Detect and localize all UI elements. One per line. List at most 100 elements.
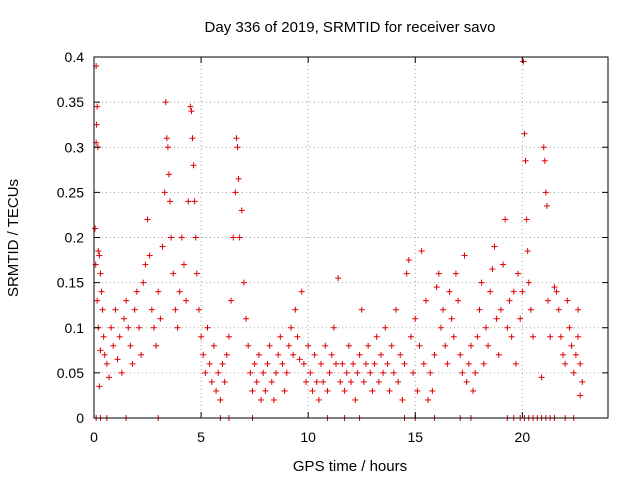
data-point (371, 360, 378, 367)
y-tick-label: 0 (76, 410, 84, 426)
data-point (313, 378, 320, 385)
data-point (99, 306, 106, 313)
data-point (270, 396, 277, 403)
data-point (384, 360, 391, 367)
data-point (455, 297, 462, 304)
data-point (562, 360, 569, 367)
data-point (425, 396, 432, 403)
data-point (545, 297, 552, 304)
data-point (429, 387, 436, 394)
data-point (189, 135, 196, 142)
data-point (478, 279, 485, 286)
data-point (435, 270, 442, 277)
data-point (543, 202, 550, 209)
data-point (93, 121, 100, 128)
data-point (100, 333, 107, 340)
data-point (407, 333, 414, 340)
data-point (525, 279, 532, 286)
data-point (260, 369, 267, 376)
data-point (94, 103, 101, 110)
data-point (146, 252, 153, 259)
data-point (277, 333, 284, 340)
data-point (180, 261, 187, 268)
data-point (433, 284, 440, 291)
data-point (551, 284, 558, 291)
data-point (401, 360, 408, 367)
data-point (213, 387, 220, 394)
data-point (164, 144, 171, 151)
data-point (172, 306, 179, 313)
data-point (185, 198, 192, 205)
data-point (120, 315, 127, 322)
data-point (105, 374, 112, 381)
data-point (577, 392, 584, 399)
data-point (575, 306, 582, 313)
data-points (92, 58, 586, 421)
data-point (183, 297, 190, 304)
data-point (358, 306, 365, 313)
data-point (570, 369, 577, 376)
data-point (97, 347, 104, 354)
data-point (350, 360, 357, 367)
data-point (491, 243, 498, 250)
data-point (538, 374, 545, 381)
data-point (97, 270, 104, 277)
y-tick-label: 0.2 (65, 230, 85, 246)
data-point (459, 369, 466, 376)
data-point (489, 266, 496, 273)
data-point (234, 144, 241, 151)
data-point (542, 189, 549, 196)
data-point (318, 360, 325, 367)
data-point (527, 306, 534, 313)
data-point (557, 333, 564, 340)
data-point (240, 279, 247, 286)
data-point (495, 351, 502, 358)
data-point (422, 297, 429, 304)
data-point (138, 351, 145, 358)
data-point (418, 248, 425, 255)
data-point (232, 189, 239, 196)
data-point (215, 369, 222, 376)
data-point (192, 234, 199, 241)
data-point (403, 270, 410, 277)
y-tick-label: 0.1 (65, 320, 85, 336)
axis-ticks: 0 0.05 0.1 0.15 0.2 0.25 0.3 0.35 0.4 0 5 10 15 20 (57, 49, 608, 445)
data-point (377, 351, 384, 358)
data-point (392, 306, 399, 313)
y-axis-label: SRMTID / TECUs (5, 179, 22, 297)
data-point (328, 351, 335, 358)
data-point (380, 369, 387, 376)
data-point (249, 387, 256, 394)
data-point (110, 342, 117, 349)
data-point (103, 360, 110, 367)
chart-title: Day 336 of 2019, SRMTID for receiver sav… (205, 19, 496, 36)
data-point (560, 351, 567, 358)
data-point (457, 351, 464, 358)
data-point (176, 288, 183, 295)
data-point (369, 387, 376, 394)
data-point (298, 288, 305, 295)
data-point (414, 387, 421, 394)
data-point (517, 315, 524, 322)
data-point (367, 369, 374, 376)
data-point (255, 351, 262, 358)
x-tick-label: 20 (515, 429, 531, 445)
data-point (219, 360, 226, 367)
data-point (96, 383, 103, 390)
data-point (133, 288, 140, 295)
data-point (388, 342, 395, 349)
data-point (500, 261, 507, 268)
data-point (114, 356, 121, 363)
data-point (303, 378, 310, 385)
data-point (487, 288, 494, 295)
data-point (461, 252, 468, 259)
data-point (223, 351, 230, 358)
data-point (579, 378, 586, 385)
data-point (506, 297, 513, 304)
data-point (204, 324, 211, 331)
data-point (148, 306, 155, 313)
data-point (275, 351, 282, 358)
data-point (191, 198, 198, 205)
data-point (397, 351, 404, 358)
data-point (206, 360, 213, 367)
